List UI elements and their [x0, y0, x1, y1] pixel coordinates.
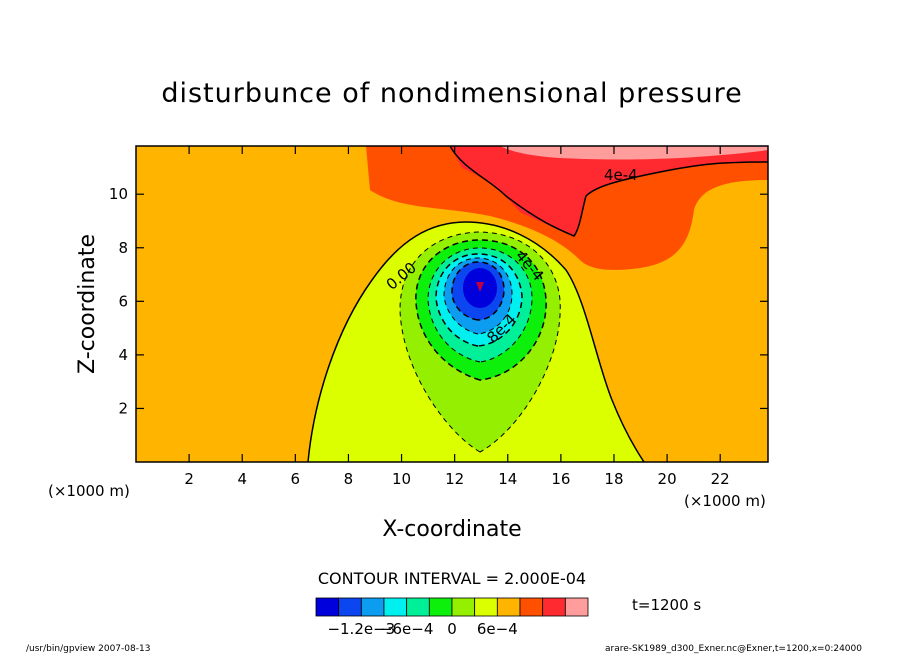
y-axis-label: Z-coordinate [75, 234, 100, 374]
contour-line-zero [307, 221, 645, 462]
x-tick-label: 2 [184, 470, 194, 488]
colorbar-tick-label: 0 [447, 620, 457, 638]
colorbar-swatch [315, 597, 340, 617]
colorbar-swatch [496, 597, 521, 617]
x-tick-label: 12 [445, 470, 464, 488]
colorbar-swatch [564, 597, 589, 617]
colorbar-swatch [360, 597, 385, 617]
x-unit-right: (×1000 m) [684, 492, 766, 510]
time-label: t=1200 s [632, 596, 701, 614]
contour-lines [307, 146, 768, 462]
plot-frame [135, 145, 769, 463]
chart-title: disturbunce of nondimensional pressure [161, 78, 742, 109]
colorbar-swatch [383, 597, 408, 617]
colorbar-swatch [406, 597, 430, 617]
colorbar: −1.2e−3−6e−4 0 6e−4 [315, 597, 589, 638]
footer-right: arare-SK1989_d300_Exner.nc@Exner,t=1200,… [605, 644, 862, 654]
colorbar-swatch [338, 597, 362, 617]
contour-line-dashed-5 [443, 257, 513, 335]
x-tick-label: 6 [291, 470, 301, 488]
y-tick-label: 4 [118, 346, 128, 364]
contour-label-4e-4-top: 4e-4 [604, 166, 638, 184]
colorbar-tick-label: 6e−4 [477, 620, 518, 638]
minimum-marker [476, 282, 484, 292]
x-tick-label: 18 [604, 470, 623, 488]
colorbar-tick-label: −1.2e−3 [327, 620, 395, 638]
colorbar-swatch [542, 597, 566, 617]
x-tick-label: 4 [237, 470, 247, 488]
x-tick-label: 14 [498, 470, 517, 488]
x-unit-left: (×1000 m) [48, 482, 130, 500]
colorbar-swatch [428, 597, 453, 617]
contour-interval-text: CONTOUR INTERVAL = 2.000E-04 [318, 569, 586, 588]
y-tick-label: 2 [118, 399, 128, 417]
x-tick-label: 20 [658, 470, 677, 488]
x-axis-ticks: 2 4 6 8 10 12 14 16 18 20 22 [184, 146, 730, 488]
plot-area [136, 146, 768, 462]
x-tick-label: 16 [551, 470, 570, 488]
x-tick-label: 10 [392, 470, 411, 488]
colorbar-swatch [451, 597, 476, 617]
y-axis-ticks: 2 4 6 8 10 [109, 185, 768, 417]
contour-line-dashed-6 [451, 261, 505, 321]
colorbar-swatch [474, 597, 498, 617]
y-tick-label: 6 [118, 292, 128, 310]
contour-line-4e-4-top [449, 146, 768, 237]
y-tick-label: 8 [118, 239, 128, 257]
x-tick-label: 8 [344, 470, 354, 488]
colorbar-swatch [519, 597, 544, 617]
x-axis-label: X-coordinate [382, 517, 521, 542]
contour-level-ff9c9c [500, 146, 768, 160]
contour-line-dashed-1 [399, 231, 561, 453]
footer-left: /usr/bin/gpview 2007-08-13 [26, 644, 150, 654]
colorbar-tick-label: −6e−4 [380, 620, 433, 638]
contour-line-dashed-2 [415, 239, 547, 381]
y-tick-label: 10 [109, 185, 128, 203]
x-tick-label: 22 [711, 470, 730, 488]
